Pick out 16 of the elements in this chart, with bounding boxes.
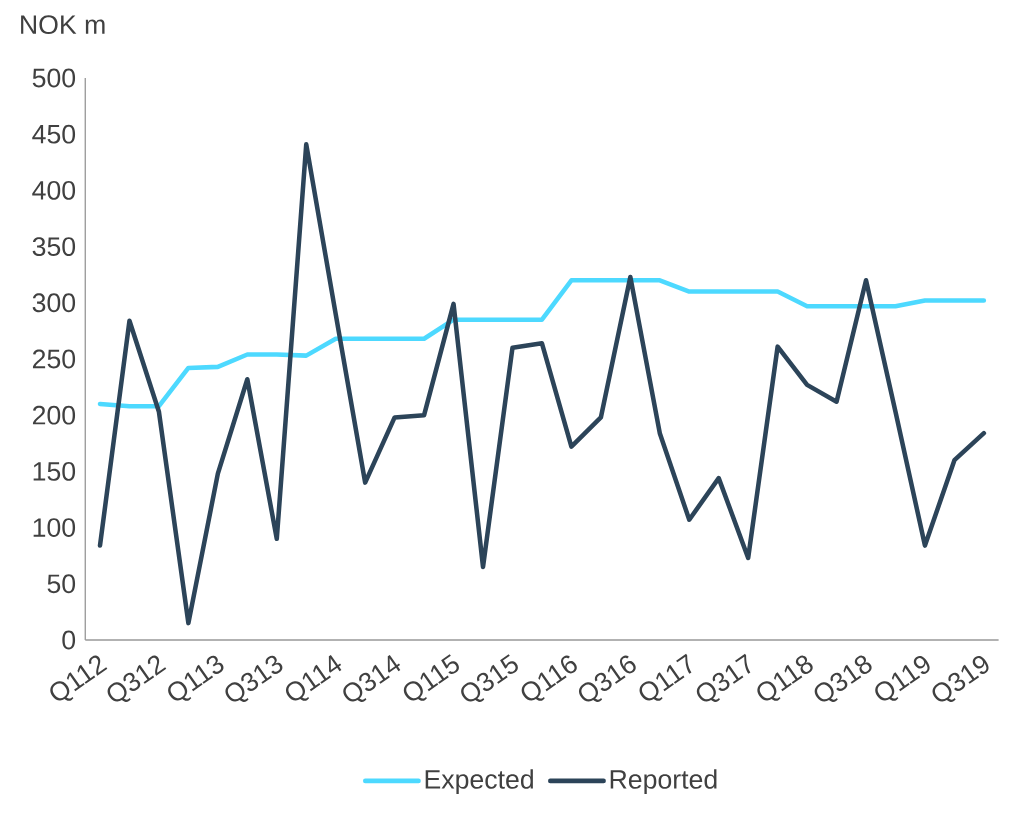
y-tick-label: 350 xyxy=(32,237,76,257)
y-tick-label: 250 xyxy=(32,349,76,369)
y-tick-label: 400 xyxy=(32,180,76,200)
y-axis-title: NOK m xyxy=(21,15,105,35)
y-tick-label: 100 xyxy=(33,518,76,538)
y-tick-label: 200 xyxy=(32,405,76,425)
legend-label: Expected xyxy=(425,769,533,795)
legend-label: Reported xyxy=(610,769,717,795)
y-tick-label: 500 xyxy=(32,68,76,88)
x-tick-label: Q119 xyxy=(875,655,930,701)
y-tick-label: 450 xyxy=(32,124,76,144)
y-tick-label: 0 xyxy=(62,630,76,650)
y-tick-label: 300 xyxy=(32,293,76,313)
y-tick-label: 150 xyxy=(33,461,76,481)
y-tick-label: 50 xyxy=(47,574,76,594)
line-series xyxy=(97,142,987,626)
